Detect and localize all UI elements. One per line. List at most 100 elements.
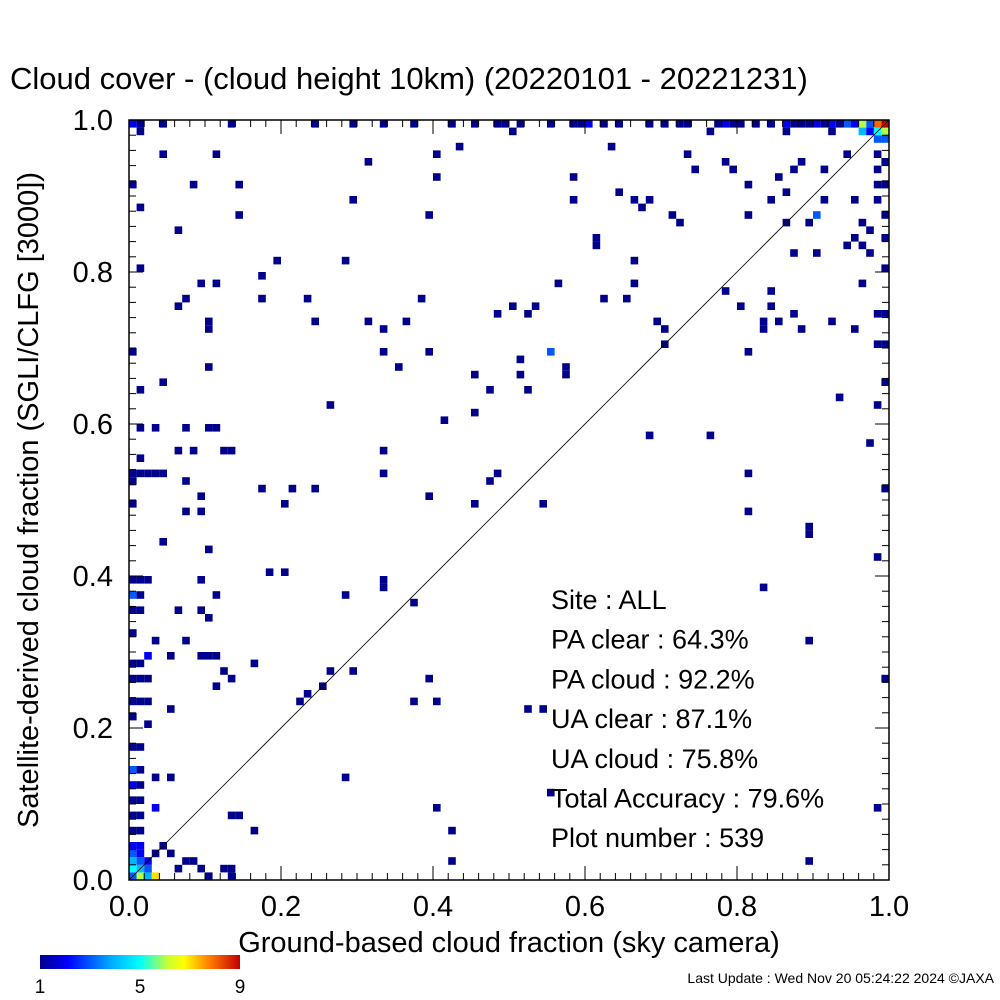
heatmap-bin bbox=[448, 826, 456, 835]
heatmap-bin bbox=[440, 416, 449, 424]
heatmap-bin bbox=[349, 120, 357, 128]
heatmap-bin bbox=[205, 363, 213, 371]
x-tick-label: 0.0 bbox=[109, 891, 149, 923]
y-tick-label: 0.4 bbox=[73, 561, 113, 593]
heatmap-bin bbox=[881, 484, 889, 493]
heatmap-bin bbox=[151, 636, 160, 645]
heatmap-bin bbox=[235, 180, 243, 189]
heatmap-bin bbox=[828, 127, 836, 136]
heatmap-bin bbox=[524, 705, 532, 713]
heatmap-bin bbox=[729, 120, 737, 128]
heatmap-bin bbox=[607, 142, 616, 151]
heatmap-bin bbox=[151, 469, 160, 478]
heatmap-bin bbox=[881, 135, 889, 143]
heatmap-bin bbox=[531, 302, 540, 310]
heatmap-bin bbox=[721, 120, 730, 128]
heatmap-bin bbox=[539, 500, 547, 508]
y-axis-label: Satellite-derived cloud fraction (SGLI/C… bbox=[13, 172, 45, 828]
heatmap-bin bbox=[136, 849, 145, 858]
heatmap-bin bbox=[129, 629, 137, 637]
heatmap-bin bbox=[843, 150, 851, 158]
heatmap-bin bbox=[851, 325, 859, 333]
heatmap-bin bbox=[881, 158, 889, 166]
colorbar bbox=[40, 955, 240, 969]
heatmap-bin bbox=[569, 120, 578, 128]
heatmap-bin bbox=[828, 120, 836, 128]
heatmap-bin bbox=[562, 370, 570, 379]
heatmap-bin bbox=[410, 697, 418, 706]
heatmap-bin bbox=[775, 317, 783, 326]
heatmap-bin bbox=[136, 766, 145, 774]
heatmap-bin bbox=[136, 697, 145, 706]
heatmap-bin bbox=[873, 196, 882, 204]
heatmap-bin bbox=[182, 857, 190, 865]
heatmap-bin bbox=[813, 211, 821, 219]
heatmap-bin bbox=[129, 500, 137, 508]
heatmap-bin bbox=[714, 120, 722, 128]
heatmap-bin bbox=[129, 348, 137, 356]
heatmap-bin bbox=[843, 241, 851, 250]
heatmap-bin bbox=[873, 401, 882, 409]
heatmap-bin bbox=[592, 241, 601, 250]
x-tick-label: 0.8 bbox=[717, 891, 757, 923]
x-tick-label: 0.4 bbox=[413, 891, 453, 923]
heatmap-bin bbox=[205, 652, 213, 660]
heatmap-bin bbox=[425, 492, 433, 500]
heatmap-bin bbox=[767, 120, 775, 128]
x-axis-label: Ground-based cloud fraction (sky camera) bbox=[238, 927, 780, 959]
heatmap-bin bbox=[212, 591, 221, 599]
heatmap-bin bbox=[425, 348, 433, 356]
heatmap-bin bbox=[752, 120, 760, 128]
heatmap-bin bbox=[129, 469, 137, 478]
heatmap-bin bbox=[851, 120, 859, 128]
stats-line: PA clear : 64.3% bbox=[551, 625, 749, 655]
heatmap-bin bbox=[782, 120, 791, 128]
heatmap-bin bbox=[174, 864, 183, 873]
heatmap-bin bbox=[212, 652, 221, 660]
heatmap-bin bbox=[197, 864, 205, 873]
heatmap-bin bbox=[129, 842, 137, 850]
heatmap-bin bbox=[630, 279, 639, 288]
heatmap-bin bbox=[129, 857, 137, 865]
heatmap-bin bbox=[326, 401, 335, 409]
heatmap-bin bbox=[144, 652, 152, 660]
stats-line: PA cloud : 92.2% bbox=[551, 664, 755, 694]
heatmap-bin bbox=[790, 249, 798, 257]
heatmap-bin bbox=[212, 150, 221, 158]
heatmap-bin bbox=[471, 500, 479, 508]
heatmap-bin bbox=[661, 120, 669, 128]
heatmap-bin bbox=[197, 507, 205, 516]
heatmap-bin bbox=[547, 788, 555, 797]
heatmap-bin bbox=[144, 576, 152, 584]
heatmap-bin bbox=[379, 446, 388, 455]
colorbar-tick-label: 1 bbox=[35, 977, 46, 998]
heatmap-bin bbox=[881, 378, 889, 386]
heatmap-bin bbox=[744, 180, 753, 189]
heatmap-bin bbox=[288, 484, 297, 493]
heatmap-bin bbox=[797, 325, 806, 333]
heatmap-bin bbox=[189, 446, 198, 455]
heatmap-bin bbox=[182, 424, 190, 432]
stats-line: UA clear : 87.1% bbox=[551, 704, 752, 734]
heatmap-bin bbox=[144, 720, 152, 728]
heatmap-bin bbox=[159, 378, 167, 386]
heatmap-bin bbox=[136, 872, 145, 880]
heatmap-bin bbox=[258, 294, 266, 303]
heatmap-bin bbox=[144, 864, 152, 873]
heatmap-bin bbox=[554, 279, 563, 288]
heatmap-bin bbox=[197, 492, 205, 500]
heatmap-bin bbox=[136, 826, 145, 835]
heatmap-bin bbox=[797, 120, 806, 128]
heatmap-bin bbox=[189, 857, 198, 865]
heatmap-bin bbox=[402, 317, 411, 326]
heatmap-bin bbox=[881, 340, 889, 348]
heatmap-bin bbox=[858, 127, 867, 136]
heatmap-bin bbox=[455, 142, 464, 151]
y-tick-label: 1.0 bbox=[73, 105, 113, 137]
heatmap-bin bbox=[858, 241, 867, 250]
heatmap-bin bbox=[820, 165, 829, 174]
heatmap-bin bbox=[311, 120, 319, 128]
heatmap-bin bbox=[676, 218, 684, 227]
heatmap-bin bbox=[873, 310, 882, 318]
heatmap-bin bbox=[592, 234, 601, 242]
